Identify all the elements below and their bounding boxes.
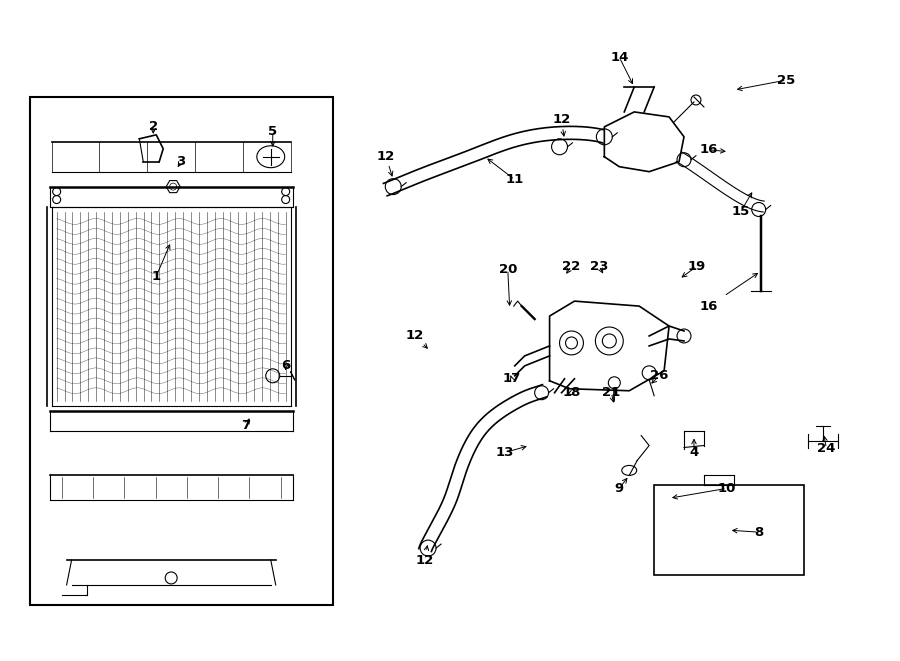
Text: 1: 1 — [152, 270, 161, 283]
Text: 6: 6 — [281, 360, 291, 372]
Text: 25: 25 — [778, 73, 796, 87]
Text: 4: 4 — [689, 446, 698, 459]
Text: 9: 9 — [615, 482, 624, 495]
Text: 22: 22 — [562, 260, 580, 273]
Text: 16: 16 — [699, 143, 718, 156]
Text: 24: 24 — [817, 442, 835, 455]
Text: 11: 11 — [506, 173, 524, 186]
Text: 17: 17 — [502, 372, 521, 385]
Text: 2: 2 — [148, 120, 157, 134]
Text: 5: 5 — [268, 126, 277, 138]
Text: 12: 12 — [553, 114, 571, 126]
Text: 10: 10 — [717, 482, 736, 495]
Text: 18: 18 — [562, 386, 580, 399]
Text: 12: 12 — [376, 150, 394, 163]
Text: 20: 20 — [499, 263, 517, 276]
Text: 8: 8 — [754, 525, 763, 539]
Bar — [654, 485, 804, 575]
Text: 3: 3 — [176, 155, 185, 168]
Text: 12: 12 — [416, 553, 434, 566]
Text: 19: 19 — [688, 260, 706, 273]
Text: 14: 14 — [610, 51, 628, 63]
Text: 7: 7 — [241, 419, 250, 432]
Bar — [30, 97, 334, 605]
Text: 12: 12 — [406, 329, 424, 342]
Polygon shape — [550, 301, 669, 391]
Text: 21: 21 — [602, 386, 620, 399]
Text: 15: 15 — [732, 205, 750, 218]
Text: 13: 13 — [496, 446, 514, 459]
Text: 23: 23 — [590, 260, 608, 273]
Polygon shape — [604, 112, 684, 172]
Text: 16: 16 — [699, 299, 718, 313]
Text: 26: 26 — [650, 369, 669, 382]
